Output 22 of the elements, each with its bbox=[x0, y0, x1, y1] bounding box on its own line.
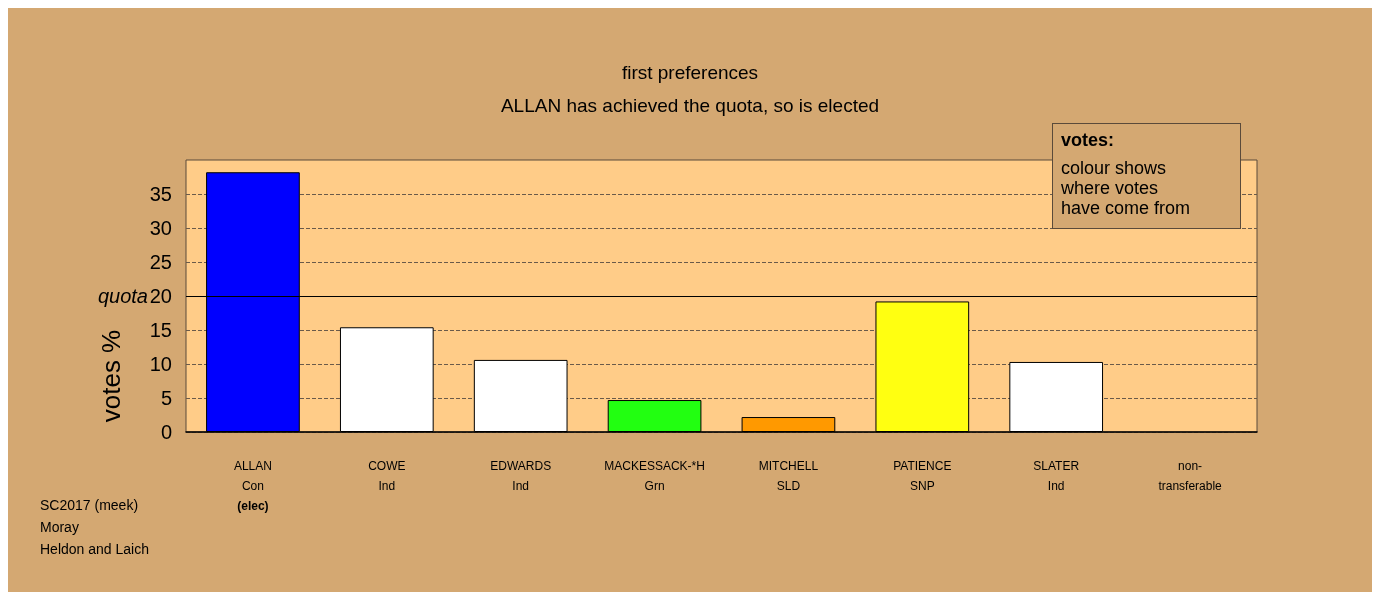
x-tick-label: SLATER Ind bbox=[1033, 459, 1080, 493]
y-tick-label: 20 bbox=[149, 285, 172, 307]
y-tick-label: 10 bbox=[149, 353, 172, 375]
y-tick-label: 35 bbox=[149, 183, 172, 205]
chart-title: first preferences bbox=[621, 62, 759, 83]
annotation: votes: colour shows where votes have come from bbox=[1061, 130, 1191, 218]
x-tick-label: MITCHELL SLD bbox=[758, 459, 819, 493]
ref-line-label: quota bbox=[97, 285, 148, 307]
y-tick-label: 30 bbox=[149, 217, 172, 239]
text: SC2017 (meek) Moray Heldon and Laich bbox=[40, 497, 149, 557]
x-tick-label: EDWARDS Ind bbox=[490, 459, 552, 493]
y-tick-label: 25 bbox=[149, 251, 172, 273]
y-tick-label: 15 bbox=[149, 319, 172, 341]
y-tick-label: 5 bbox=[160, 387, 172, 409]
y-tick-label: 0 bbox=[160, 421, 172, 443]
x-tick-label: MACKESSACK-*H Grn bbox=[604, 459, 705, 493]
y-axis-title: votes % bbox=[96, 329, 126, 423]
x-tick-label: ALLAN Con (elec) bbox=[233, 459, 272, 513]
x-tick-label: COWE Ind bbox=[368, 459, 406, 493]
chart-subtitle: ALLAN has achieved the quota, so is elected bbox=[500, 95, 880, 116]
x-tick-label: PATIENCE SNP bbox=[893, 459, 952, 493]
x-tick-label: non- transferable bbox=[1158, 459, 1223, 493]
